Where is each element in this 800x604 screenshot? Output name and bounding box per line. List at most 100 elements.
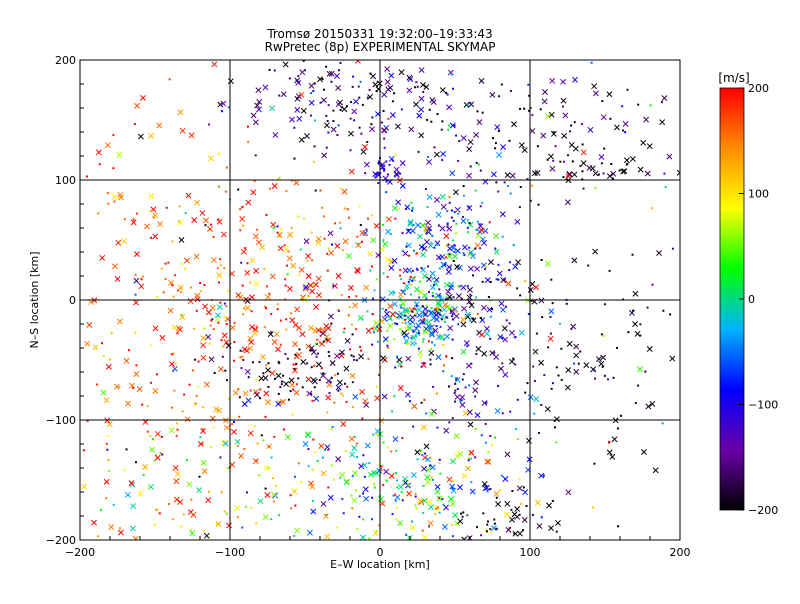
data-point-dot-marker	[540, 258, 543, 261]
data-point-dot-marker	[204, 224, 207, 227]
data-point-x-marker	[296, 324, 303, 331]
data-point-dot-marker	[455, 378, 458, 381]
data-point-x-marker	[152, 233, 159, 240]
y-tick-label: −100	[46, 414, 76, 427]
data-point-dot-marker	[600, 333, 603, 336]
data-point-dot-marker	[82, 449, 85, 452]
data-point-x-marker	[484, 458, 491, 465]
data-point-x-marker	[473, 131, 480, 138]
data-point-x-marker	[406, 325, 413, 332]
data-point-dot-marker	[370, 265, 373, 268]
data-point-dot-marker	[662, 309, 665, 312]
data-point-dot-marker	[401, 232, 404, 235]
data-point-x-marker	[521, 147, 528, 154]
data-point-dot-marker	[133, 123, 136, 126]
data-point-x-marker	[358, 463, 365, 470]
data-point-dot-marker	[562, 176, 565, 179]
data-point-x-marker	[402, 307, 409, 313]
data-point-dot-marker	[637, 384, 640, 387]
data-point-x-marker	[405, 355, 412, 362]
data-point-dot-marker	[571, 160, 574, 163]
data-point-x-marker	[179, 127, 186, 134]
data-point-dot-marker	[279, 386, 282, 389]
data-point-x-marker	[173, 478, 180, 485]
data-point-x-marker	[449, 308, 456, 315]
data-point-dot-marker	[250, 310, 253, 313]
data-point-dot-marker	[446, 93, 449, 96]
data-point-dot-marker	[336, 134, 339, 137]
data-point-x-marker	[564, 384, 571, 391]
data-point-dot-marker	[604, 303, 607, 306]
data-point-dot-marker	[210, 446, 213, 449]
data-point-dot-marker	[165, 206, 168, 209]
data-point-dot-marker	[363, 475, 366, 478]
data-point-dot-marker	[372, 297, 375, 300]
data-point-dot-marker	[553, 419, 556, 422]
data-point-dot-marker	[457, 323, 460, 326]
data-point-dot-marker	[407, 342, 410, 345]
data-point-dot-marker	[453, 250, 456, 253]
data-point-x-marker	[470, 253, 476, 260]
data-point-x-marker	[211, 61, 218, 68]
data-point-dot-marker	[414, 301, 417, 304]
x-tick-label: 0	[377, 546, 384, 559]
data-point-x-marker	[514, 513, 521, 520]
data-point-dot-marker	[498, 95, 501, 98]
data-point-dot-marker	[541, 316, 544, 319]
data-point-dot-marker	[349, 149, 352, 152]
data-point-x-marker	[573, 368, 580, 375]
data-point-dot-marker	[428, 108, 431, 111]
data-point-dot-marker	[285, 318, 288, 321]
data-point-dot-marker	[264, 487, 267, 490]
data-point-x-marker	[566, 340, 573, 347]
data-point-dot-marker	[457, 212, 460, 215]
data-point-dot-marker	[253, 425, 256, 428]
data-point-x-marker	[560, 78, 567, 85]
data-point-x-marker	[493, 248, 500, 255]
data-point-dot-marker	[414, 342, 417, 345]
data-point-x-marker	[396, 356, 403, 363]
data-point-dot-marker	[390, 450, 393, 453]
data-point-dot-marker	[327, 486, 330, 489]
data-point-x-marker	[352, 302, 359, 309]
data-point-x-marker	[263, 464, 270, 471]
data-point-dot-marker	[366, 310, 369, 313]
data-point-dot-marker	[249, 389, 252, 392]
data-point-dot-marker	[112, 133, 115, 136]
data-point-x-marker	[103, 478, 110, 485]
data-point-x-marker	[202, 303, 209, 310]
data-point-x-marker	[449, 458, 456, 465]
data-point-dot-marker	[539, 108, 542, 111]
data-point-dot-marker	[422, 338, 425, 341]
data-point-x-marker	[352, 98, 359, 105]
data-point-dot-marker	[451, 487, 454, 490]
data-point-x-marker	[505, 280, 512, 287]
data-point-x-marker	[452, 189, 459, 196]
data-point-dot-marker	[413, 86, 416, 89]
data-point-x-marker	[306, 529, 313, 536]
data-point-x-marker	[348, 435, 355, 442]
data-point-dot-marker	[181, 262, 184, 265]
data-point-dot-marker	[423, 398, 426, 401]
data-point-dot-marker	[326, 269, 329, 272]
data-point-x-marker	[183, 257, 190, 264]
data-point-dot-marker	[469, 252, 472, 255]
data-point-x-marker	[407, 220, 414, 227]
data-point-x-marker	[305, 343, 312, 350]
data-point-x-marker	[254, 102, 261, 109]
data-point-dot-marker	[405, 343, 408, 346]
data-point-x-marker	[423, 225, 430, 232]
data-point-dot-marker	[150, 381, 153, 384]
data-point-dot-marker	[203, 529, 206, 532]
data-point-dot-marker	[491, 308, 494, 311]
data-point-x-marker	[250, 112, 257, 119]
data-point-dot-marker	[646, 306, 649, 309]
data-point-dot-marker	[626, 162, 629, 165]
data-point-x-marker	[217, 366, 224, 373]
data-point-x-marker	[606, 173, 613, 180]
data-point-dot-marker	[408, 254, 411, 257]
data-point-dot-marker	[462, 185, 465, 188]
data-point-dot-marker	[330, 80, 333, 83]
data-point-dot-marker	[485, 530, 488, 533]
data-point-dot-marker	[421, 529, 424, 532]
